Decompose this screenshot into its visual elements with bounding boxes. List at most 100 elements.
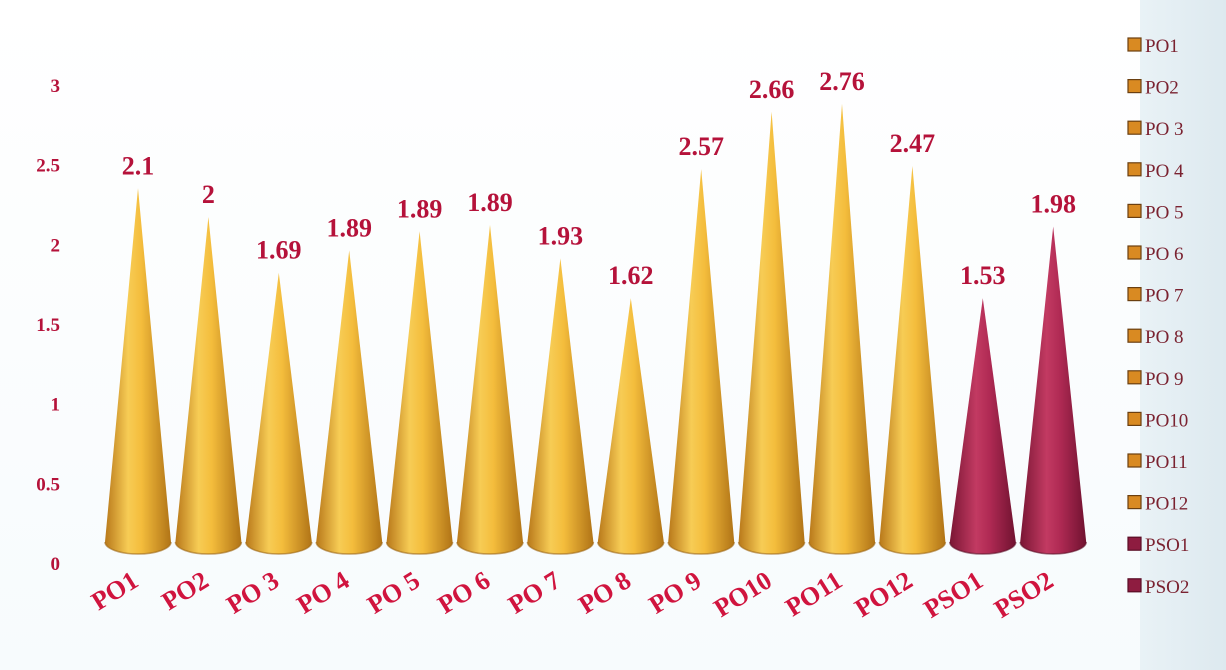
x-tick-label: PO12: [850, 565, 918, 623]
cone-base: [456, 541, 524, 555]
cone-body: [809, 103, 875, 554]
legend-item: PO2: [1127, 78, 1179, 99]
bar-po6: [456, 224, 524, 555]
y-tick-label: 1: [51, 395, 61, 416]
legend-item: PO12: [1127, 494, 1188, 515]
x-tick-label: PO 9: [644, 565, 707, 619]
cone-body: [738, 111, 805, 555]
y-axis: 0 0.5 1 1.5 2 2.5 3: [36, 76, 60, 575]
legend-label: PO 5: [1145, 202, 1184, 223]
cone-base: [174, 541, 243, 555]
bar-po2: [174, 216, 243, 555]
legend-swatch: [1127, 245, 1142, 260]
bar-po11: [808, 103, 876, 555]
legend-label: PO1: [1145, 36, 1179, 57]
cone-base: [245, 541, 313, 555]
legend-swatch: [1127, 162, 1142, 177]
legend-item: PO 7: [1127, 286, 1184, 307]
legend-swatch: [1127, 370, 1142, 385]
bar-po7: [526, 258, 595, 555]
data-label: 2.47: [890, 129, 936, 158]
legend-item: PO10: [1127, 410, 1188, 431]
data-label: 2.66: [749, 75, 795, 104]
y-tick-label: 0: [51, 554, 61, 575]
cone-body: [457, 224, 523, 554]
y-tick-label: 2.5: [36, 156, 60, 177]
cone-body: [1020, 226, 1087, 554]
cone-base: [949, 541, 1017, 555]
cone-base: [385, 541, 454, 555]
data-label: 1.89: [397, 194, 443, 223]
legend-label: PO 9: [1145, 369, 1184, 390]
cone-body: [105, 188, 171, 554]
data-label: 1.53: [960, 261, 1006, 290]
data-label: 1.98: [1030, 190, 1076, 219]
x-tick-label: PO 8: [573, 565, 636, 619]
legend: PO1 PO2 PO 3 PO 4 PO 5 PO 6 PO 7 PO 8 PO 9 PO10 PO…: [1127, 36, 1189, 598]
legend-label: PO 8: [1145, 327, 1184, 348]
legend-swatch: [1127, 328, 1142, 343]
legend-swatch: [1127, 37, 1142, 52]
bars-group: [104, 103, 1087, 555]
legend-label: PO 7: [1145, 286, 1184, 307]
x-tick-label: PO 5: [362, 565, 425, 619]
bar-pso1: [949, 298, 1017, 555]
y-tick-label: 1.5: [36, 315, 60, 336]
legend-swatch: [1127, 578, 1142, 593]
legend-item: PO 9: [1127, 369, 1184, 390]
legend-item: PO 5: [1127, 202, 1184, 223]
data-label: 2.1: [122, 151, 155, 180]
cone-body: [527, 258, 594, 554]
cone-base: [878, 541, 947, 555]
bar-po9: [667, 169, 735, 555]
x-tick-label: PO10: [709, 565, 777, 623]
legend-item: PO 3: [1127, 119, 1184, 140]
legend-swatch: [1127, 203, 1142, 218]
x-tick-label: PO 6: [433, 565, 496, 619]
bar-po4: [315, 250, 383, 555]
data-labels-group: 2.1 2 1.69 1.89 1.89 1.89 1.93 1.62 2.57 2.66 2.76…: [122, 67, 1076, 290]
data-label: 2.57: [678, 132, 724, 161]
cone-base: [315, 541, 383, 555]
bar-pso2: [1019, 226, 1087, 555]
legend-swatch: [1127, 411, 1142, 426]
x-tick-label: PO2: [157, 565, 214, 616]
data-label: 2: [202, 180, 215, 209]
legend-label: PO2: [1145, 78, 1179, 99]
cone-base: [597, 541, 665, 555]
legend-label: PO 6: [1145, 244, 1184, 265]
cone-base: [526, 541, 595, 555]
bar-po12: [878, 165, 947, 555]
data-label: 1.69: [256, 236, 302, 265]
x-axis: PO1 PO2 PO 3 PO 4 PO 5 PO 6 PO 7 PO 8 PO 9 PO10 PO…: [86, 565, 1058, 623]
legend-swatch: [1127, 453, 1142, 468]
legend-swatch: [1127, 120, 1142, 135]
bar-po5: [385, 231, 454, 555]
x-tick-label: PO1: [86, 565, 143, 616]
legend-swatch: [1127, 495, 1142, 510]
cone-body: [597, 298, 664, 554]
x-tick-label: PO11: [780, 565, 847, 622]
legend-item: PO 6: [1127, 244, 1184, 265]
bar-po10: [737, 111, 806, 555]
x-tick-label: PO 3: [221, 565, 284, 619]
bar-po3: [245, 272, 313, 555]
cone-body: [175, 216, 242, 554]
y-tick-label: 2: [51, 235, 61, 256]
legend-label: PO12: [1145, 494, 1188, 515]
cone-base: [737, 541, 806, 555]
data-label: 1.89: [326, 213, 372, 242]
legend-label: PO 4: [1145, 161, 1184, 182]
data-label: 1.93: [538, 221, 584, 250]
y-tick-label: 0.5: [36, 474, 60, 495]
x-tick-label: PSO1: [919, 565, 988, 623]
legend-swatch: [1127, 536, 1142, 551]
legend-label: PSO2: [1145, 577, 1189, 598]
legend-label: PO 3: [1145, 119, 1184, 140]
cone-body: [386, 231, 453, 555]
cone-body: [316, 250, 383, 555]
legend-item: PO 8: [1127, 327, 1184, 348]
legend-item: PSO1: [1127, 535, 1189, 556]
